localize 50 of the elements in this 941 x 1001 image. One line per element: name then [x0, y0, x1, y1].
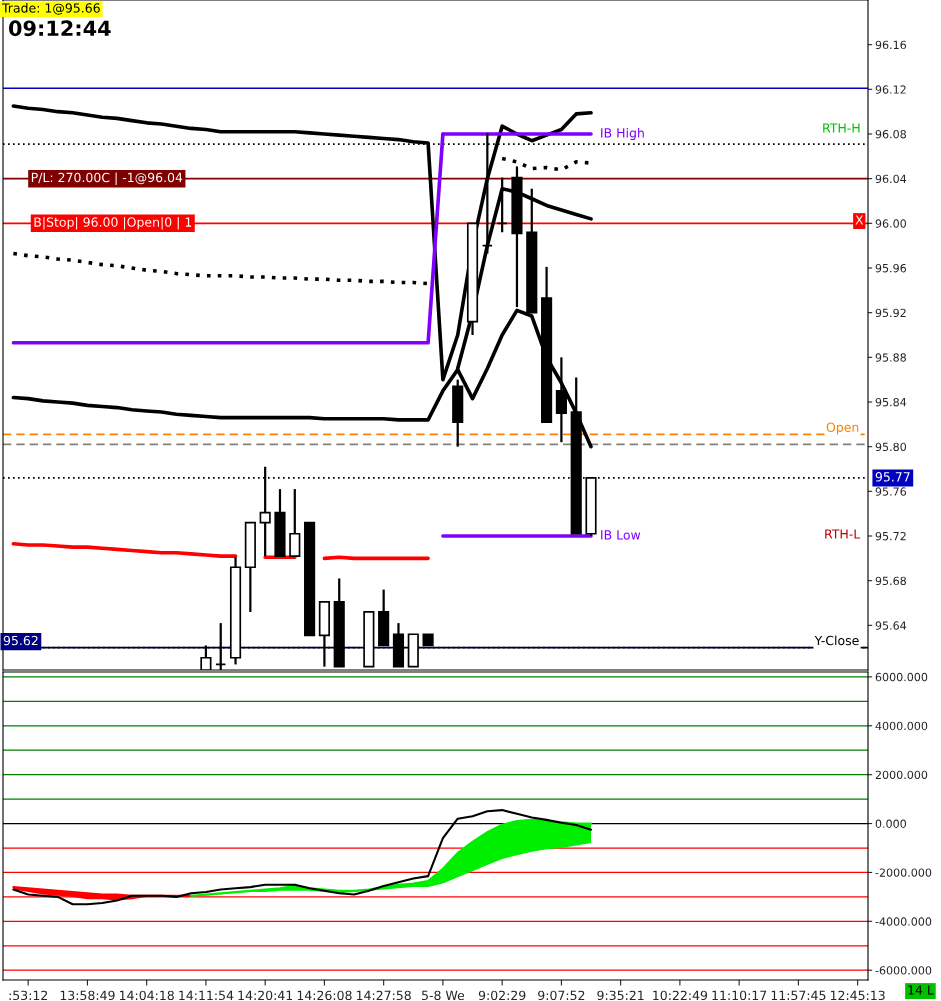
- x-tick-label: 9:02:29: [478, 990, 526, 1001]
- x-tick-label: 11:57:45: [771, 990, 826, 1001]
- annotation: X: [855, 215, 864, 225]
- text: 14 L: [908, 985, 934, 995]
- y-tick-label: 95.80: [875, 442, 907, 452]
- y-tick-label: 95.84: [875, 397, 907, 407]
- y-tick-label: 95.64: [875, 621, 907, 630]
- y-tick-label: 95.72: [875, 531, 906, 541]
- y-tick-label: 95.92: [875, 308, 906, 318]
- x-tick-label: 5-8 We: [422, 990, 465, 1001]
- x-tick-label: 14:27:58: [356, 990, 411, 1001]
- y-tick-label: 95.68: [875, 576, 906, 586]
- series-label: IB Low: [601, 530, 641, 540]
- ref-line-label: 95.77: [875, 472, 910, 482]
- y-tick-label: 96.04: [875, 174, 907, 184]
- y-tick-label: -6000.000: [875, 966, 932, 975]
- x-tick-label: 10:22:49: [653, 990, 708, 1001]
- x-tick-label: 13:58:49: [60, 990, 115, 1001]
- y-tick-label: 95.96: [875, 263, 907, 273]
- x-tick-label: 9:07:52: [538, 990, 585, 1001]
- x-tick-label: 11:10:17: [712, 990, 767, 1001]
- y-tick-label: 95.88: [875, 353, 906, 362]
- x-tick-label: :53:12: [9, 990, 48, 1001]
- y-tick-label: 96.00: [875, 219, 907, 228]
- x-tick-label: 14:26:08: [297, 990, 352, 1001]
- ref-line-label: Open: [826, 422, 859, 435]
- series-label: IB High: [601, 127, 644, 141]
- x-tick-label: 12:45:13: [830, 990, 885, 1001]
- ref-line-label: 95.62: [3, 635, 38, 646]
- y-tick-label: 95.76: [875, 487, 907, 496]
- y-tick-label: -4000.000: [875, 917, 932, 926]
- x-tick-label: 14:11:54: [179, 990, 234, 1001]
- y-tick-label: 4000.000: [875, 721, 928, 731]
- x-tick-label: 14:20:41: [238, 990, 293, 1001]
- y-tick-label: 96.08: [875, 129, 906, 139]
- y-tick-label: 0.000: [875, 819, 907, 828]
- y-tick-label: 2000.000: [875, 770, 928, 780]
- ref-line-label: Y-Close: [814, 635, 859, 646]
- y-tick-label: 96.16: [875, 40, 907, 50]
- annotation: Trade: 1@95.66: [1, 3, 100, 15]
- x-tick-label: 14:04:18: [119, 990, 174, 1001]
- annotation: 09:12:44: [9, 20, 111, 37]
- annotation: RTH-L: [825, 529, 861, 539]
- y-tick-label: -2000.000: [875, 868, 932, 877]
- ref-line-label: P/L: 270.00C | -1@96.04: [31, 172, 183, 185]
- annotation: RTH-H: [823, 123, 860, 133]
- y-tick-label: 6000.000: [875, 672, 928, 682]
- x-tick-label: 9:35:21: [597, 990, 644, 1001]
- ref-line-label: B|Stop| 96.00 |Open|0 | 1: [34, 217, 192, 230]
- y-tick-label: 96.12: [875, 85, 906, 94]
